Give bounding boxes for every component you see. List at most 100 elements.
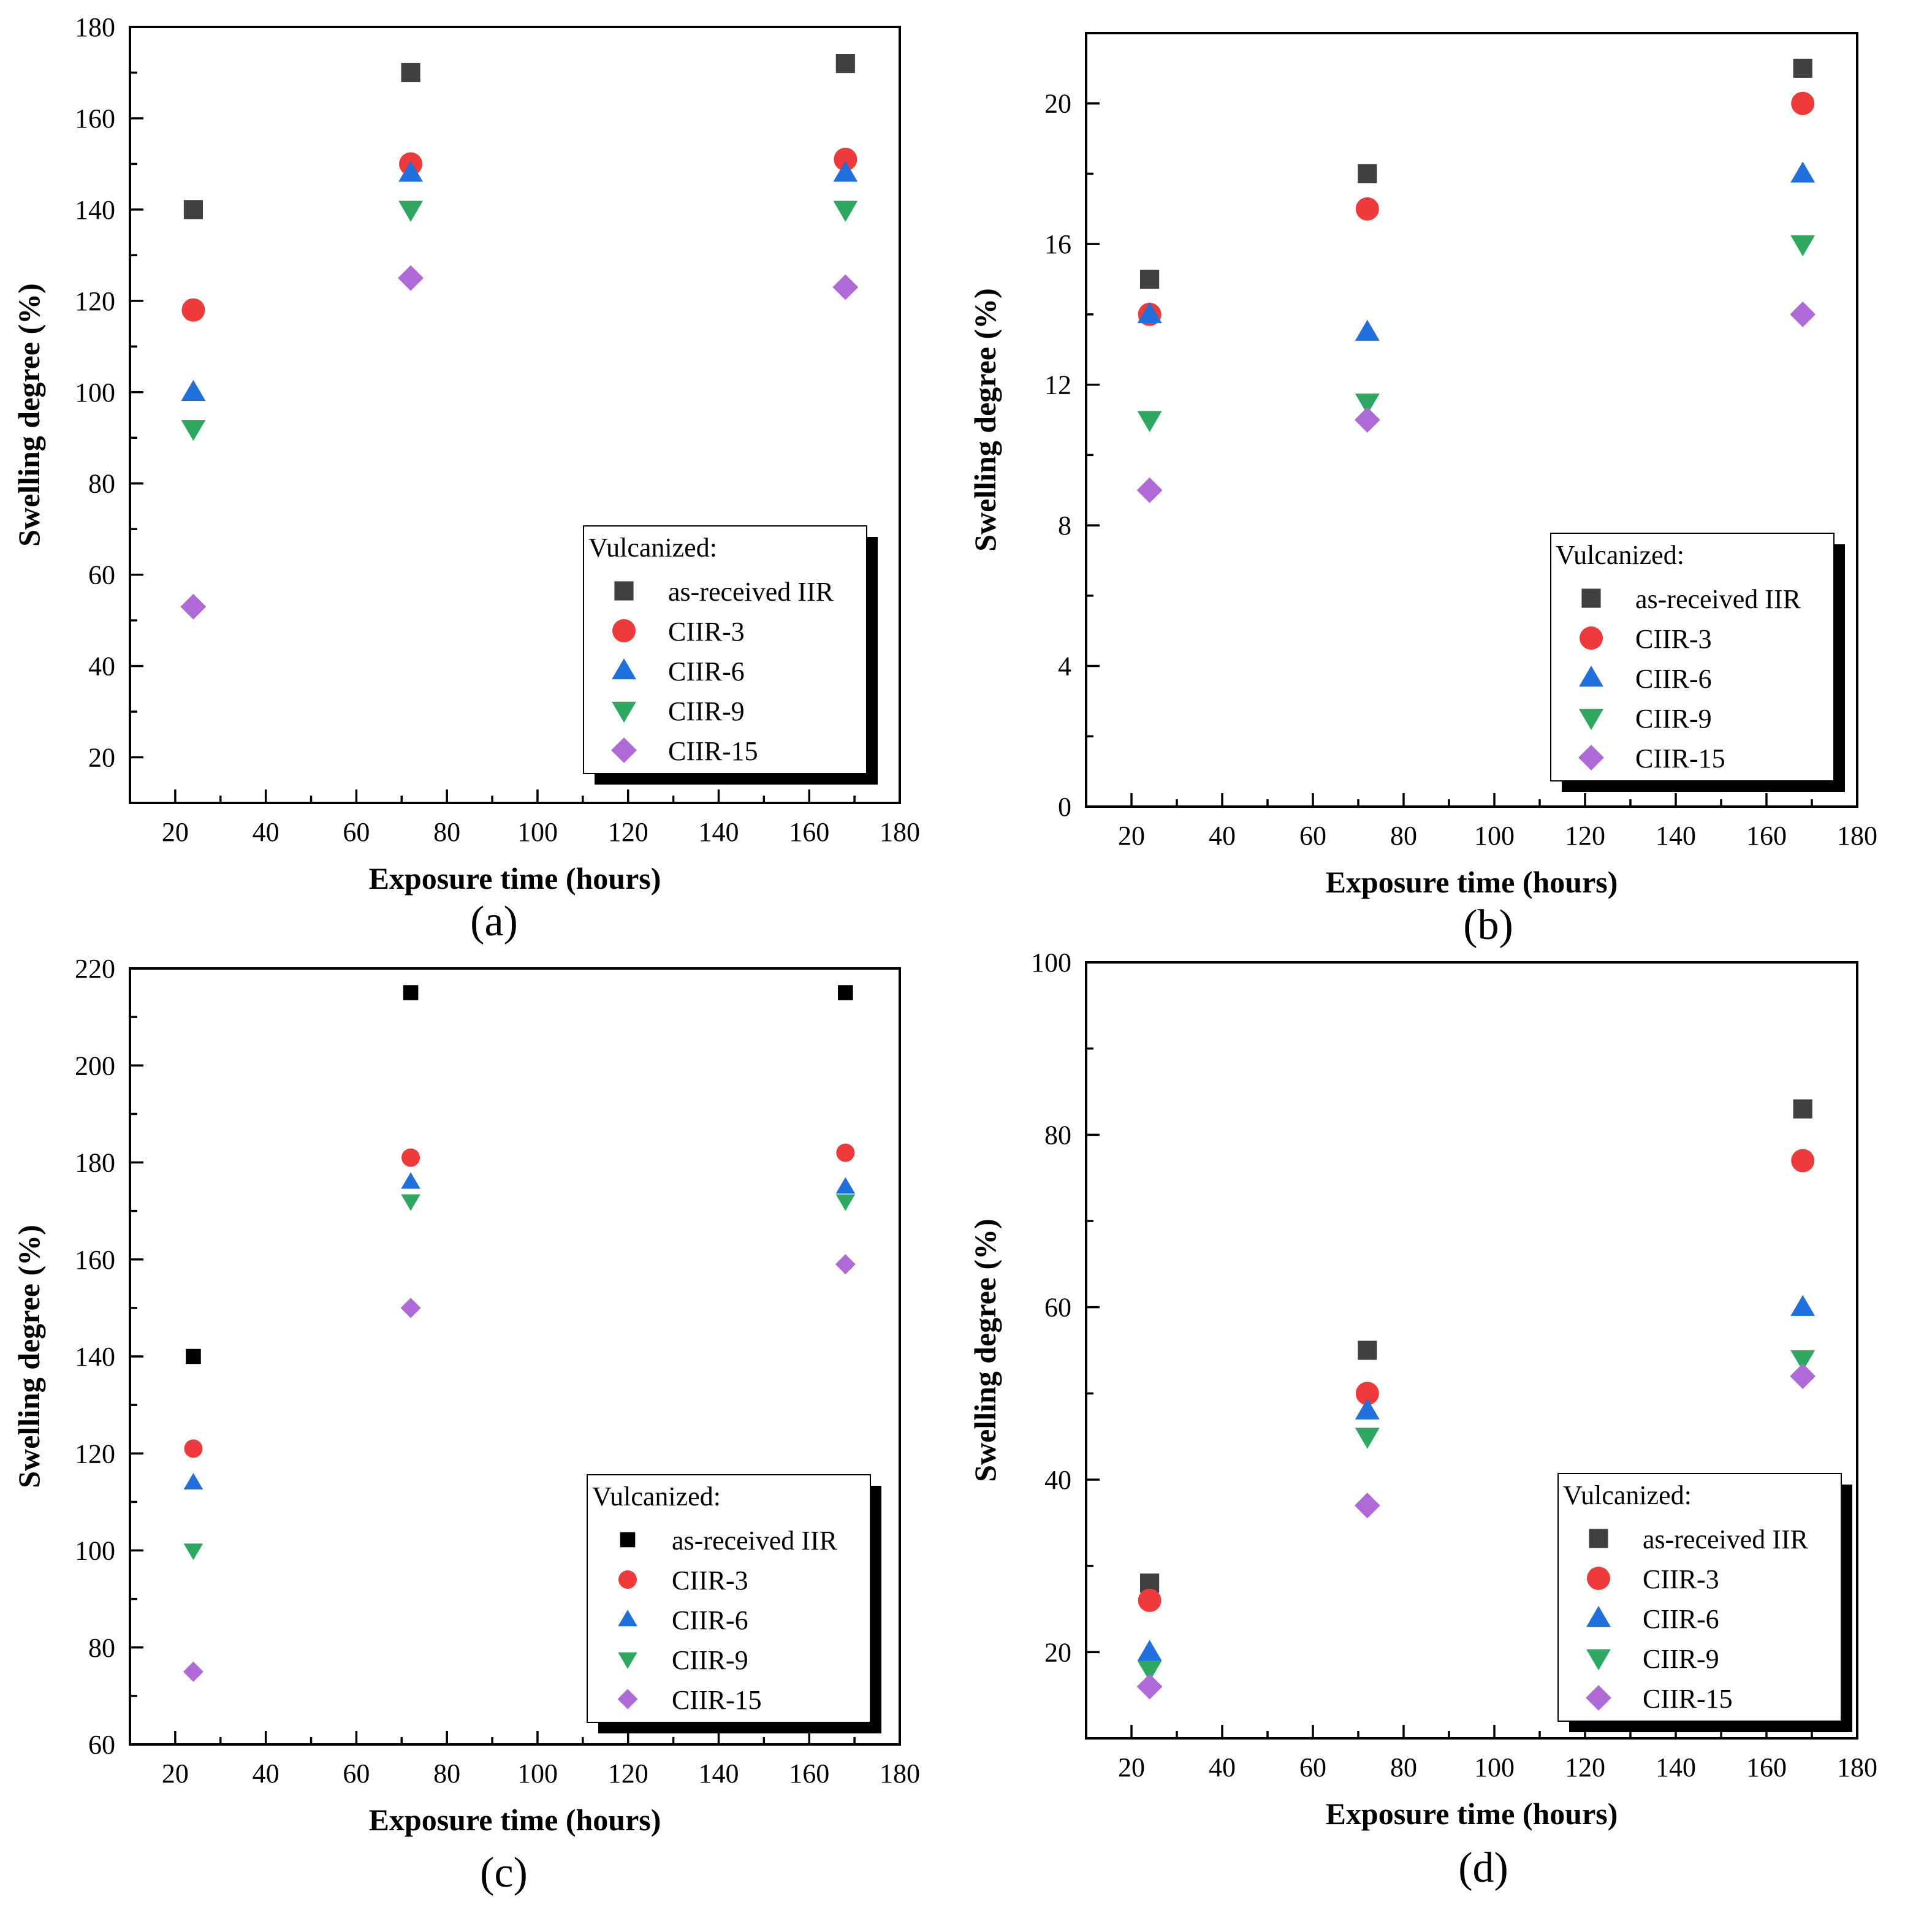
panel-a-y-tick-label-180: 180 bbox=[75, 12, 115, 42]
panel-d-y-tick-label-80: 80 bbox=[1044, 1120, 1071, 1150]
panel-c-point-ciir-9-x168 bbox=[835, 1194, 856, 1211]
panel-c-legend-marker-ciir-9 bbox=[618, 1652, 637, 1669]
panel-d-x-tick-label-80: 80 bbox=[1390, 1752, 1417, 1782]
panel-b-plot-frame bbox=[1085, 32, 1858, 808]
panel-b: 20 40 60 80 100 120 140 160 180 0 4 8 12 16 20 Exposure… bbox=[968, 32, 1877, 949]
panel-a-point-ciir-15-x168 bbox=[832, 274, 859, 300]
panel-c-legend-box bbox=[587, 1474, 871, 1723]
panel-c-legend-marker-as-received-iir bbox=[620, 1532, 636, 1548]
panel-a-x-tick-label-20: 20 bbox=[162, 817, 189, 847]
panel-b-point-ciir-6-x168 bbox=[1790, 161, 1816, 183]
panel-b-y-tick-label-12: 12 bbox=[1044, 370, 1071, 400]
panel-d-legend-label-ciir-9: CIIR-9 bbox=[1643, 1644, 1719, 1674]
panel-a-y-tick-label-140: 140 bbox=[75, 195, 115, 225]
panel-d-x-tick-label-20: 20 bbox=[1118, 1752, 1145, 1782]
panel-c-y-tick-label-220: 220 bbox=[75, 954, 115, 984]
panel-d-point-ciir-15-x24 bbox=[1136, 1673, 1163, 1700]
panel-b-y-tick-label-8: 8 bbox=[1058, 511, 1071, 541]
panel-a-point-ciir-3-x168 bbox=[834, 147, 857, 171]
panel-c-series-ciir-15 bbox=[183, 1254, 856, 1682]
panel-c-x-axis-title: Exposure time (hours) bbox=[369, 1803, 661, 1837]
panel-b-point-ciir-3-x72 bbox=[1355, 197, 1379, 221]
panel-a-y-axis-title: Swelling degree (%) bbox=[12, 283, 46, 547]
panel-a-legend-marker-ciir-6 bbox=[612, 658, 636, 680]
panel-d-point-ciir-6-x72 bbox=[1355, 1398, 1380, 1420]
panel-c-legend-marker-ciir-15 bbox=[617, 1689, 638, 1710]
panel-c-y-axis-title: Swelling degree (%) bbox=[12, 1225, 46, 1488]
panel-d-point-ciir-9-x24 bbox=[1137, 1660, 1162, 1682]
panel-c-point-ciir-3-x72 bbox=[401, 1148, 420, 1167]
panel-a-series-ciir-15 bbox=[180, 265, 859, 620]
panel-b-legend-marker-ciir-9 bbox=[1579, 709, 1603, 730]
panel-a-series-ciir-6 bbox=[181, 161, 858, 401]
panel-d-point-ciir-15-x168 bbox=[1790, 1363, 1816, 1390]
panel-c-y-tick-label-100: 100 bbox=[75, 1536, 115, 1566]
panel-d-y-tick-label-40: 40 bbox=[1044, 1465, 1071, 1495]
panel-a-x-axis-title: Exposure time (hours) bbox=[369, 861, 661, 896]
panel-a-y-tick-label-60: 60 bbox=[88, 560, 115, 590]
panel-c-point-ciir-6-x72 bbox=[401, 1172, 420, 1189]
panel-c-y-tick-label-200: 200 bbox=[75, 1051, 115, 1081]
panel-b-legend: Vulcanized: as-received IIR CIIR-3 CIIR-6 CI… bbox=[1550, 533, 1845, 792]
panel-a-x-tick-label-160: 160 bbox=[789, 817, 829, 847]
panel-d-y-tick-label-100: 100 bbox=[1031, 948, 1071, 978]
panel-c-x-tick-label-40: 40 bbox=[253, 1759, 279, 1789]
panel-a-series-ciir-3 bbox=[181, 147, 857, 322]
panel-b-point-as-received-iir-x168 bbox=[1793, 58, 1812, 78]
panel-d-series-ciir-3 bbox=[1138, 1149, 1815, 1612]
panel-d-label: (d) bbox=[1458, 1844, 1508, 1892]
panel-c-x-tick-label-160: 160 bbox=[789, 1759, 829, 1789]
panel-d-legend-marker-as-received-iir bbox=[1589, 1529, 1608, 1548]
panel-c-legend: Vulcanized: as-received IIR CIIR-3 CIIR-6 CI… bbox=[587, 1474, 881, 1733]
panel-b-series-ciir-9 bbox=[1137, 235, 1816, 432]
panel-c-point-ciir-9-x24 bbox=[183, 1543, 203, 1561]
panel-b-y-tick-label-20: 20 bbox=[1044, 89, 1071, 119]
panel-c-point-ciir-15-x24 bbox=[183, 1661, 203, 1682]
panel-b-legend-marker-ciir-6 bbox=[1579, 666, 1603, 687]
panel-d-point-ciir-6-x24 bbox=[1137, 1640, 1162, 1661]
panel-d-legend-title: Vulcanized: bbox=[1563, 1480, 1692, 1510]
panel-d-y-tick-label-60: 60 bbox=[1044, 1293, 1071, 1323]
panel-c-legend-label-ciir-3: CIIR-3 bbox=[672, 1565, 748, 1595]
panel-b-point-ciir-3-x168 bbox=[1791, 91, 1815, 115]
panel-c-y-tick-label-80: 80 bbox=[88, 1633, 115, 1663]
panel-c-point-ciir-6-x24 bbox=[183, 1472, 203, 1489]
panel-d-legend-label-ciir-6: CIIR-6 bbox=[1643, 1604, 1719, 1634]
panel-d-point-ciir-3-x168 bbox=[1791, 1149, 1815, 1173]
panel-d-x-tick-label-100: 100 bbox=[1474, 1752, 1515, 1782]
panel-c-legend-label-ciir-9: CIIR-9 bbox=[672, 1645, 748, 1675]
panel-b-x-tick-label-20: 20 bbox=[1118, 821, 1145, 851]
panel-c: 20 40 60 80 100 120 140 160 180 60 80 100 120 140 160 1… bbox=[12, 954, 920, 1896]
panel-b-y-axis-title: Swelling degree (%) bbox=[968, 288, 1002, 552]
panel-a-point-ciir-15-x24 bbox=[180, 593, 207, 620]
panel-a-point-as-received-iir-x24 bbox=[183, 200, 203, 219]
panel-a-point-ciir-3-x24 bbox=[181, 298, 205, 322]
panel-c-label: (c) bbox=[480, 1849, 528, 1896]
panel-b-x-tick-label-120: 120 bbox=[1565, 821, 1605, 851]
panel-d: 20 40 60 80 100 120 140 160 180 20 40 60 80 100 Exposu… bbox=[968, 948, 1877, 1892]
panel-a-x-tick-label-120: 120 bbox=[608, 817, 648, 847]
panel-a-point-ciir-15-x72 bbox=[398, 265, 424, 291]
panel-b-x-tick-label-100: 100 bbox=[1474, 821, 1515, 851]
panel-d-legend-marker-ciir-15 bbox=[1586, 1685, 1611, 1711]
panel-c-x-tick-label-180: 180 bbox=[880, 1759, 920, 1789]
panel-a-legend-marker-ciir-15 bbox=[611, 737, 637, 763]
panel-a-x-tick-label-180: 180 bbox=[880, 817, 920, 847]
panel-d-x-tick-label-40: 40 bbox=[1209, 1752, 1236, 1782]
panel-c-y-tick-label-120: 120 bbox=[75, 1439, 115, 1469]
panel-a-y-tick-label-80: 80 bbox=[88, 469, 115, 499]
panel-b-legend-label-ciir-15: CIIR-15 bbox=[1635, 744, 1725, 774]
panel-c-x-tick-label-100: 100 bbox=[517, 1759, 558, 1789]
panel-d-point-ciir-9-x168 bbox=[1790, 1350, 1816, 1372]
panel-a-point-as-received-iir-x168 bbox=[835, 53, 855, 74]
panel-c-series-ciir-9 bbox=[183, 1194, 856, 1561]
panel-c-point-ciir-3-x168 bbox=[836, 1143, 855, 1162]
panel-d-y-tick-label-20: 20 bbox=[1044, 1637, 1071, 1667]
panel-a-point-ciir-9-x168 bbox=[833, 200, 858, 222]
panel-b-series-ciir-15 bbox=[1136, 302, 1816, 503]
panel-c-point-ciir-6-x168 bbox=[835, 1177, 856, 1194]
panel-c-x-tick-label-20: 20 bbox=[162, 1759, 189, 1789]
panel-c-series-as-received-iir bbox=[186, 985, 853, 1364]
panel-d-point-ciir-3-x72 bbox=[1355, 1382, 1379, 1405]
panel-b-point-ciir-9-x24 bbox=[1137, 411, 1162, 432]
